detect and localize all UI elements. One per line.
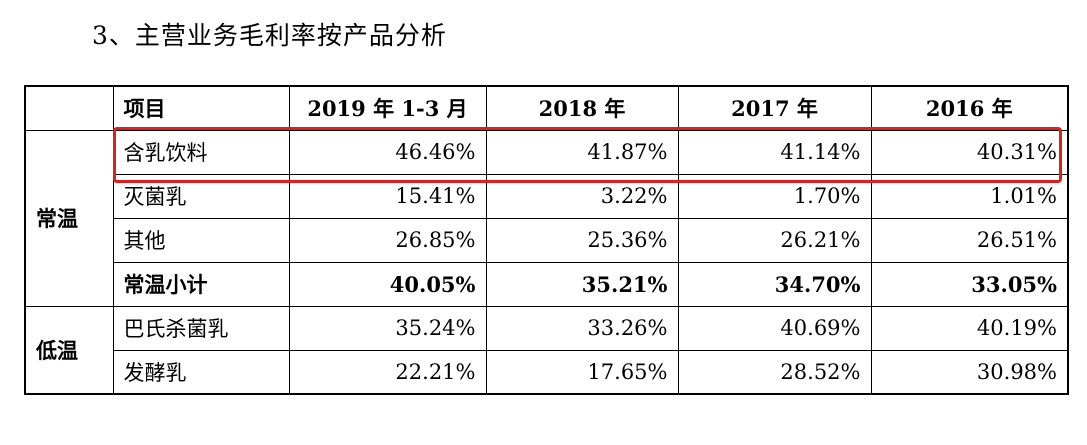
- cell-value: 40.19%: [870, 305, 1069, 351]
- cell-value: 1.70%: [677, 173, 872, 219]
- cell-value: 34.70%: [677, 261, 872, 307]
- cell-value: 40.31%: [870, 129, 1069, 175]
- row-label: 发酵乳: [112, 349, 290, 395]
- row-label: 常温小计: [112, 261, 290, 307]
- gross-margin-table: 项目 2019 年 1-3 月 2018 年 2017 年 2016 年 常温 …: [24, 85, 1069, 395]
- subtotal-row: 常温小计 40.05% 35.21% 34.70% 33.05%: [25, 261, 1069, 307]
- header-2016: 2016 年: [870, 85, 1069, 131]
- cell-value: 26.21%: [677, 217, 872, 263]
- cell-value: 15.41%: [288, 173, 487, 219]
- group-label-ambient: 常温: [24, 129, 114, 307]
- header-2017: 2017 年: [677, 85, 872, 131]
- cell-value: 3.22%: [485, 173, 679, 219]
- table-row: 发酵乳 22.21% 17.65% 28.52% 30.98%: [25, 349, 1069, 395]
- row-label: 灭菌乳: [112, 173, 290, 219]
- header-row: 项目 2019 年 1-3 月 2018 年 2017 年 2016 年: [24, 85, 1069, 131]
- cell-value: 1.01%: [870, 173, 1069, 219]
- header-item: 项目: [112, 85, 290, 131]
- cell-value: 26.51%: [870, 217, 1069, 263]
- cell-value: 17.65%: [485, 349, 679, 395]
- cell-value: 46.46%: [288, 129, 487, 175]
- header-corner: [24, 85, 114, 131]
- header-2018: 2018 年: [485, 85, 679, 131]
- cell-value: 30.98%: [870, 349, 1069, 395]
- cell-value: 25.36%: [485, 217, 679, 263]
- section-heading: 3、主营业务毛利率按产品分析: [92, 21, 447, 50]
- row-label: 含乳饮料: [112, 129, 290, 175]
- cell-value: 26.85%: [288, 217, 487, 263]
- cell-value: 35.21%: [485, 261, 679, 307]
- row-label: 其他: [112, 217, 290, 263]
- cell-value: 35.24%: [288, 305, 487, 351]
- cell-value: 33.05%: [870, 261, 1069, 307]
- cell-value: 41.87%: [485, 129, 679, 175]
- table-row: 其他 26.85% 25.36% 26.21% 26.51%: [25, 217, 1069, 263]
- cell-value: 41.14%: [677, 129, 872, 175]
- group-label-chilled: 低温: [24, 305, 114, 395]
- cell-value: 33.26%: [485, 305, 679, 351]
- cell-value: 22.21%: [288, 349, 487, 395]
- cell-value: 40.69%: [677, 305, 872, 351]
- table-row: 常温 含乳饮料 46.46% 41.87% 41.14% 40.31%: [24, 129, 1069, 307]
- table-row: 低温 巴氏杀菌乳 35.24% 33.26% 40.69% 40.19%: [24, 305, 1069, 395]
- cell-value: 40.05%: [288, 261, 487, 307]
- header-2019q1: 2019 年 1-3 月: [288, 85, 487, 131]
- cell-value: 28.52%: [677, 349, 872, 395]
- row-label: 巴氏杀菌乳: [112, 305, 290, 351]
- table-row: 灭菌乳 15.41% 3.22% 1.70% 1.01%: [25, 173, 1069, 219]
